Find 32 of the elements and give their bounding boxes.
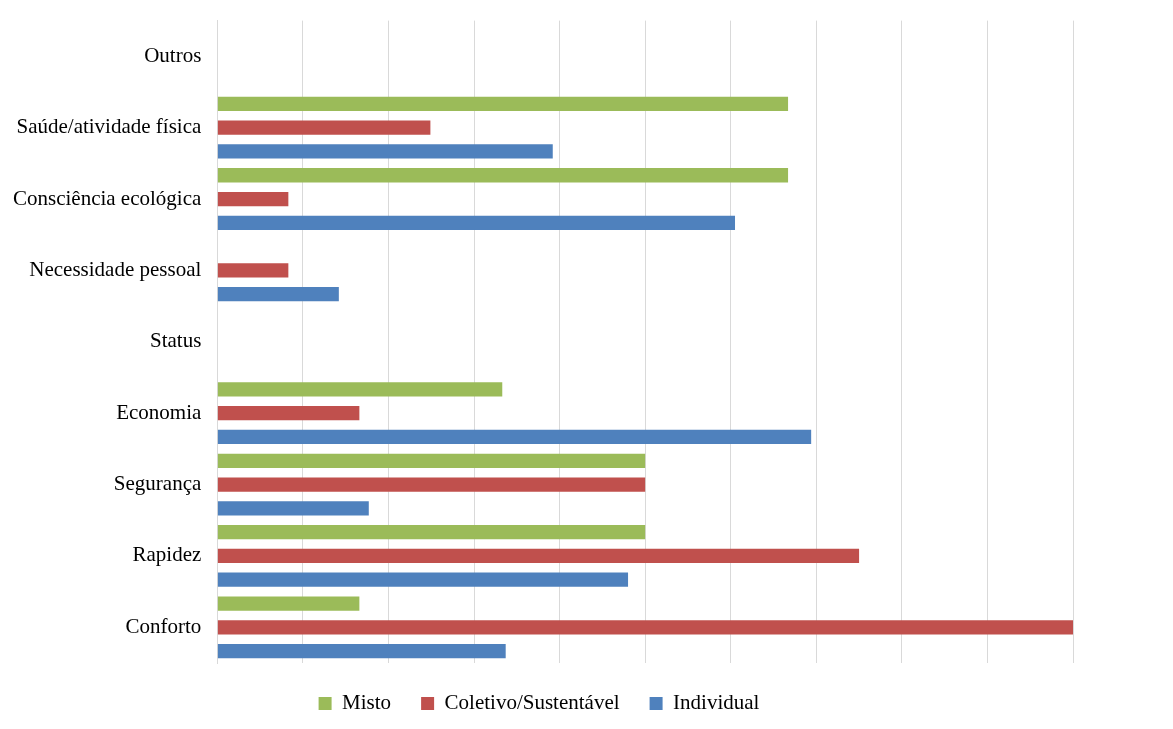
bar xyxy=(217,643,506,659)
bar xyxy=(217,406,360,421)
bar xyxy=(217,120,431,135)
bar xyxy=(217,548,860,564)
bar xyxy=(217,96,789,112)
y-tick-label: Rapidez xyxy=(132,542,202,567)
y-tick-label: Conforto xyxy=(125,613,202,638)
bar xyxy=(217,382,503,397)
bar xyxy=(217,453,646,468)
bar xyxy=(217,191,289,207)
bar xyxy=(217,620,1073,635)
bar xyxy=(217,144,553,159)
y-tick-label: Outros xyxy=(144,42,202,67)
legend-label: Misto xyxy=(342,690,392,715)
legend-label: Individual xyxy=(673,690,760,715)
bar xyxy=(217,525,646,540)
bar xyxy=(217,215,736,230)
y-tick-label: Economia xyxy=(116,399,203,424)
legend-label: Coletivo/Sustentável xyxy=(444,690,620,715)
y-tick-label: Saúde/atividade física xyxy=(16,114,202,139)
y-tick-label: Consciência ecológica xyxy=(12,185,202,210)
y-tick-label: Segurança xyxy=(113,471,202,496)
y-tick-label: Status xyxy=(149,328,202,353)
bar xyxy=(217,429,812,445)
bar xyxy=(217,596,360,611)
bar xyxy=(217,168,789,183)
bar xyxy=(217,477,646,492)
bar xyxy=(217,287,339,302)
y-tick-label: Necessidade pessoal xyxy=(29,256,202,281)
bar xyxy=(217,572,629,587)
bar xyxy=(217,263,289,278)
bar xyxy=(217,501,369,516)
